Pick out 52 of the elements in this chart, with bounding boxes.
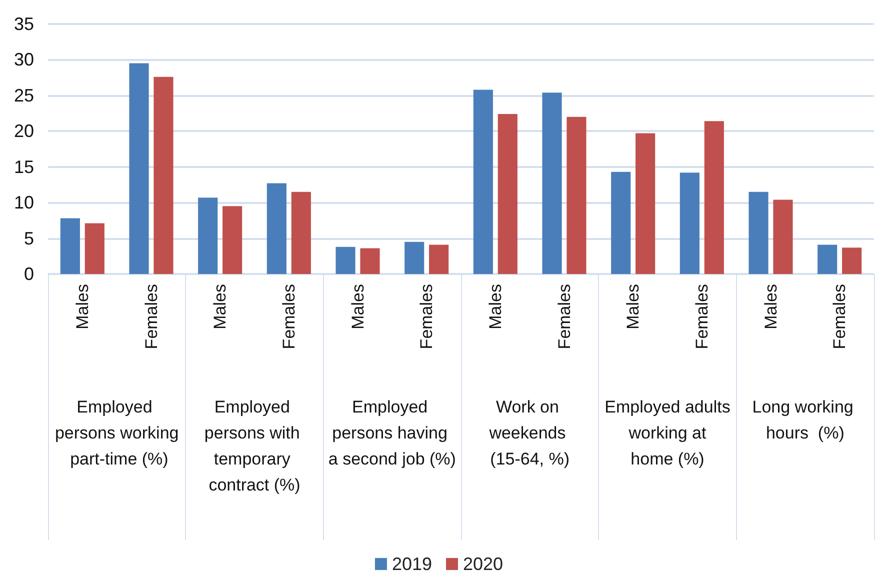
bar bbox=[129, 63, 149, 274]
text: Employed persons working part-time (%) bbox=[54, 398, 179, 468]
bar bbox=[198, 198, 218, 274]
text: Employed persons with temporary contract (%) bbox=[204, 398, 305, 494]
x-tick-label: Males bbox=[210, 284, 230, 330]
x-tick-label: Females bbox=[554, 284, 574, 350]
bar bbox=[818, 244, 838, 274]
bar bbox=[611, 172, 631, 274]
bar bbox=[60, 218, 80, 274]
bar bbox=[154, 76, 174, 274]
bar bbox=[360, 248, 380, 274]
bar bbox=[404, 242, 424, 274]
y-tick-label: 10 bbox=[14, 192, 34, 213]
x-tick-label: Females bbox=[417, 284, 436, 350]
text: Long working hours (%) bbox=[752, 398, 858, 442]
y-tick-label: 35 bbox=[14, 14, 34, 34]
legend-label: 2020 bbox=[463, 554, 504, 574]
bar bbox=[429, 244, 449, 274]
bar bbox=[566, 116, 586, 274]
y-tick-label: 0 bbox=[24, 264, 34, 284]
text: Employed persons having a second job (%) bbox=[328, 398, 456, 468]
bar bbox=[266, 183, 286, 274]
bar bbox=[748, 192, 768, 274]
bar bbox=[498, 114, 518, 274]
x-tick-label: Females bbox=[692, 284, 712, 350]
bar bbox=[291, 192, 311, 274]
text: Work on weekends (15-64, %) bbox=[488, 398, 570, 468]
x-tick-label: Males bbox=[624, 284, 643, 330]
y-tick-label: 5 bbox=[24, 228, 34, 248]
bar bbox=[84, 223, 104, 274]
y-tick-label: 30 bbox=[14, 50, 34, 70]
text: Employed adults working at home (%) bbox=[604, 398, 730, 468]
x-tick-label: Males bbox=[72, 284, 92, 330]
bar bbox=[704, 121, 724, 274]
bar bbox=[842, 248, 862, 274]
x-tick-label: Males bbox=[348, 284, 368, 330]
x-tick-label: Females bbox=[830, 284, 850, 350]
bar bbox=[336, 246, 356, 274]
x-tick-label: Females bbox=[142, 284, 161, 350]
bar bbox=[773, 200, 793, 274]
y-tick-label: 15 bbox=[14, 156, 34, 177]
y-tick-label: 20 bbox=[14, 121, 34, 142]
bar bbox=[542, 92, 562, 274]
bar bbox=[473, 90, 493, 274]
x-tick-label: Males bbox=[486, 284, 505, 330]
y-tick-label: 25 bbox=[14, 85, 34, 106]
bar bbox=[636, 133, 656, 274]
bar bbox=[680, 172, 700, 274]
x-tick-label: Females bbox=[279, 284, 298, 350]
legend-label: 2019 bbox=[392, 554, 432, 574]
bar bbox=[222, 206, 242, 274]
x-tick-label: Males bbox=[761, 284, 780, 330]
